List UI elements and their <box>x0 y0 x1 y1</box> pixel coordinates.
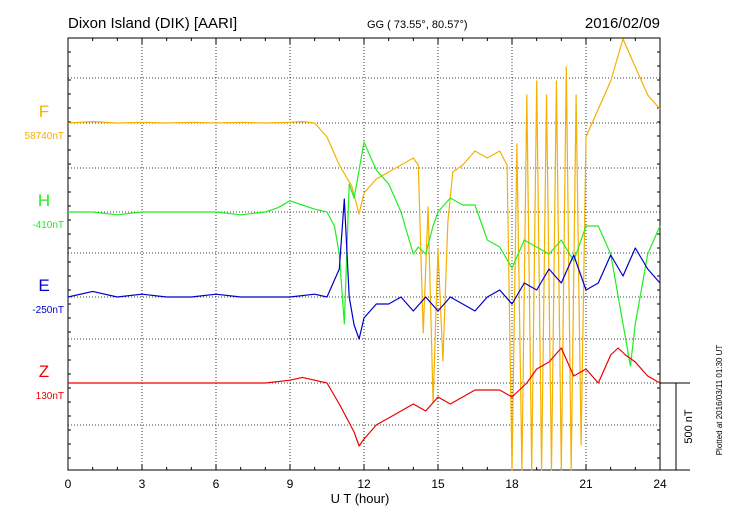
series-label-f: F <box>39 102 49 121</box>
x-tick-label: 21 <box>579 477 593 491</box>
x-tick-label: 6 <box>213 477 220 491</box>
plot-date: 2016/02/09 <box>585 15 660 32</box>
scale-bar-label: 500 nT <box>683 409 695 444</box>
x-tick-label: 9 <box>287 477 294 491</box>
x-tick-label: 12 <box>357 477 371 491</box>
series-label-z: Z <box>39 362 49 381</box>
series-baseline-h: -410nT <box>32 220 64 231</box>
station-title: Dixon Island (DIK) [AARI] <box>68 15 237 32</box>
x-tick-label: 3 <box>139 477 146 491</box>
x-tick-label: 15 <box>431 477 445 491</box>
series-baseline-z: 130nT <box>36 391 64 402</box>
series-line-z <box>68 347 661 447</box>
series-line-h <box>68 141 661 367</box>
x-tick-label: 0 <box>65 477 72 491</box>
series-label-h: H <box>38 191 50 210</box>
x-tick-label: 18 <box>505 477 519 491</box>
x-tick-label: 24 <box>653 477 667 491</box>
station-coords: GG ( 73.55°, 80.57°) <box>367 19 468 31</box>
series-line-e <box>67 198 661 340</box>
series-label-e: E <box>38 276 49 295</box>
series-baseline-f: 58740nT <box>25 131 64 142</box>
x-axis-label: U T (hour) <box>331 491 390 506</box>
series-baseline-e: -250nT <box>32 305 64 316</box>
plotted-timestamp: Plotted at 2016/03/11 01:30 UT <box>715 345 724 456</box>
series-line-f <box>67 38 661 471</box>
